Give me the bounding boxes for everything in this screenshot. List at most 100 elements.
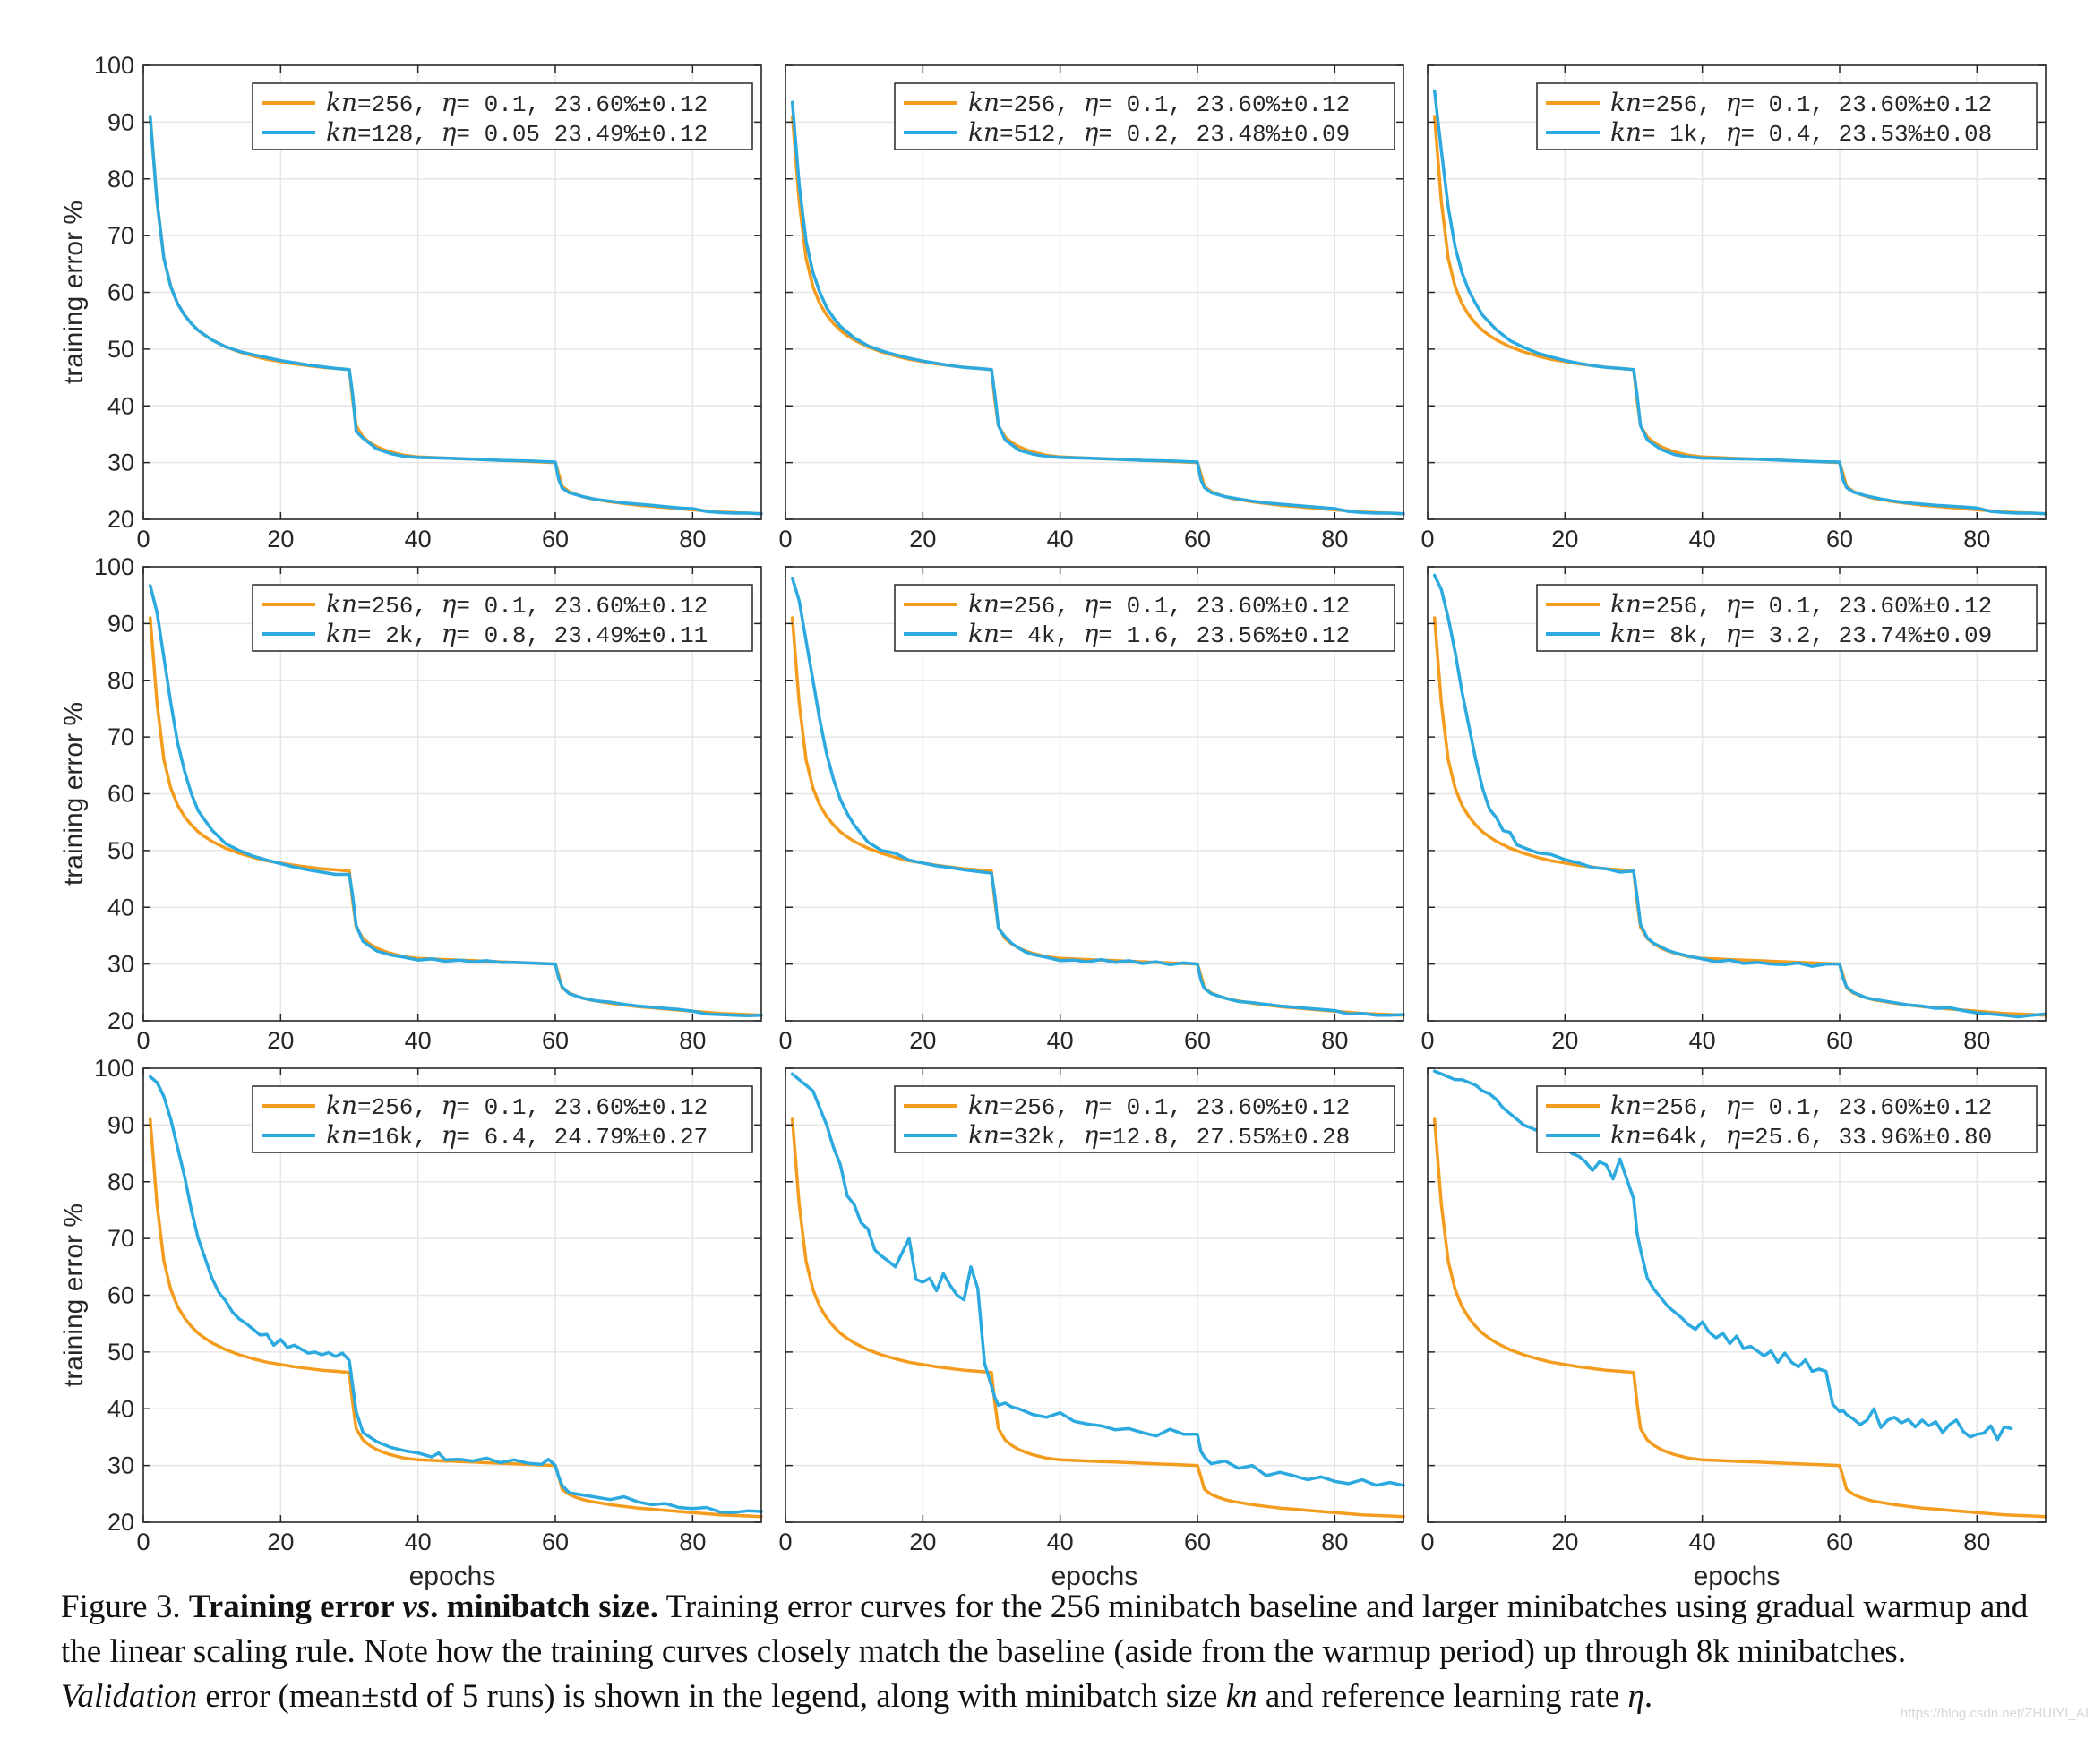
- x-tick-label: 0: [778, 526, 792, 552]
- series-line-kn8k: [1432, 573, 2047, 1019]
- x-tick-label: 0: [136, 1529, 150, 1555]
- x-tick-label: 40: [1689, 526, 1716, 552]
- legend-entry: kn=128, η= 0.05 23.49%±0.12: [326, 117, 708, 148]
- legend-text-part: kn: [968, 117, 1000, 147]
- legend-box: [1536, 82, 2038, 150]
- y-tick-label: 30: [107, 450, 134, 476]
- x-tick-label: 40: [1047, 1027, 1074, 1054]
- y-tick-label: 20: [107, 506, 134, 533]
- y-tick-label: 30: [107, 951, 134, 978]
- legend-text-part: kn: [326, 117, 357, 147]
- caption-italic: Validation: [61, 1678, 198, 1715]
- x-tick-label: 60: [1826, 1529, 1853, 1555]
- legend-text-part: =256,: [357, 91, 442, 118]
- x-axis-label: epochs: [1694, 1562, 1781, 1591]
- legend-text-part: = 1.6, 23.56%±0.12: [1098, 622, 1350, 649]
- x-tick-label: 60: [542, 1027, 569, 1054]
- y-tick-label: 100: [94, 553, 134, 580]
- x-tick-label: 40: [1689, 1027, 1716, 1054]
- y-tick-label: 90: [107, 610, 134, 637]
- legend-entry: kn= 2k, η= 0.8, 23.49%±0.11: [326, 619, 708, 649]
- x-tick-label: 80: [1321, 526, 1348, 552]
- x-tick-label: 80: [1321, 1529, 1348, 1555]
- legend-text-part: = 0.1, 23.60%±0.12: [1098, 91, 1350, 118]
- y-axis-label: training error %: [59, 1203, 89, 1387]
- y-tick-label: 80: [107, 667, 134, 694]
- legend-text-part: = 0.1, 23.60%±0.12: [456, 1094, 708, 1121]
- figure-caption: Figure 3. Training error vs. minibatch s…: [61, 1585, 2031, 1719]
- legend-entry: kn=256, η= 0.1, 23.60%±0.12: [1610, 1091, 1992, 1121]
- series-line-kn256: [1432, 1117, 2047, 1519]
- x-tick-label: 20: [1551, 526, 1578, 552]
- y-axis-label: training error %: [59, 702, 89, 886]
- y-tick-label: 70: [107, 222, 134, 249]
- legend-text-part: = 8k,: [1642, 622, 1726, 649]
- legend-text-part: kn: [968, 1120, 1000, 1150]
- legend-text-part: = 0.1, 23.60%±0.12: [456, 91, 708, 118]
- legend-text-part: kn: [968, 1091, 1000, 1120]
- x-tick-label: 40: [1689, 1529, 1716, 1555]
- y-tick-label: 60: [107, 1282, 134, 1309]
- legend-text-part: =256,: [1642, 1094, 1726, 1121]
- legend-text-part: =256,: [1000, 1094, 1084, 1121]
- legend-box: [894, 82, 1395, 150]
- legend-box: [252, 1085, 753, 1153]
- legend-text-part: = 4k,: [1000, 622, 1084, 649]
- series-line-kn256: [790, 616, 1405, 1017]
- legend-text-part: =256,: [1000, 593, 1084, 620]
- y-tick-label: 70: [107, 1225, 134, 1252]
- legend-box: [894, 1085, 1395, 1153]
- x-tick-label: 40: [405, 1529, 432, 1555]
- x-tick-label: 0: [778, 1027, 792, 1054]
- series-line-kn1k: [1432, 89, 2047, 516]
- caption-text-1: Training error curves for the 256 miniba…: [61, 1588, 2029, 1670]
- caption-bold-2: . minibatch size.: [430, 1588, 659, 1625]
- legend-text-part: η: [1726, 1120, 1741, 1150]
- legend-text-part: η: [1726, 589, 1741, 619]
- legend-entry: kn=256, η= 0.1, 23.60%±0.12: [968, 589, 1350, 620]
- legend-text-part: =25.6, 33.96%±0.80: [1740, 1124, 1992, 1151]
- legend-text-part: = 3.2, 23.74%±0.09: [1740, 622, 1992, 649]
- legend-text-part: kn: [1610, 1120, 1642, 1150]
- x-tick-label: 20: [267, 526, 294, 552]
- legend-text-part: kn: [1610, 117, 1642, 147]
- x-tick-label: 0: [1420, 1027, 1434, 1054]
- legend-text-part: =64k,: [1642, 1124, 1726, 1151]
- caption-end: .: [1643, 1678, 1653, 1715]
- x-tick-label: 0: [1420, 526, 1434, 552]
- legend-text-part: =256,: [1642, 593, 1726, 620]
- caption-prefix: Figure 3.: [61, 1588, 189, 1625]
- legend-box: [252, 584, 753, 652]
- y-tick-label: 80: [107, 166, 134, 193]
- series-line-kn256: [790, 1117, 1405, 1519]
- y-tick-label: 40: [107, 392, 134, 419]
- legend-text-part: η: [442, 1091, 457, 1120]
- series-line-kn256: [1432, 616, 2047, 1017]
- legend-text-part: =512,: [1000, 121, 1084, 148]
- caption-text-3: and reference learning rate: [1257, 1678, 1628, 1715]
- legend-text-part: η: [1726, 88, 1741, 117]
- legend-text-part: kn: [326, 1120, 357, 1150]
- x-axis-label: epochs: [1051, 1562, 1138, 1591]
- x-tick-label: 40: [405, 526, 432, 552]
- legend-text-part: kn: [326, 88, 357, 117]
- legend-text-part: =256,: [357, 1094, 442, 1121]
- y-tick-label: 100: [94, 52, 134, 79]
- legend-text-part: η: [1084, 117, 1099, 147]
- series-line-kn256: [790, 115, 1405, 516]
- legend-text-part: =256,: [1000, 91, 1084, 118]
- caption-eta: η: [1627, 1678, 1644, 1715]
- legend-text-part: kn: [1610, 1091, 1642, 1120]
- legend-text-part: = 0.1, 23.60%±0.12: [456, 593, 708, 620]
- legend-text-part: = 0.1, 23.60%±0.12: [1740, 1094, 1992, 1121]
- legend-text-part: = 6.4, 24.79%±0.27: [456, 1124, 708, 1151]
- x-tick-label: 0: [1420, 1529, 1434, 1555]
- x-tick-label: 60: [1826, 1027, 1853, 1054]
- x-tick-label: 40: [405, 1027, 432, 1054]
- x-tick-label: 80: [1963, 1529, 1990, 1555]
